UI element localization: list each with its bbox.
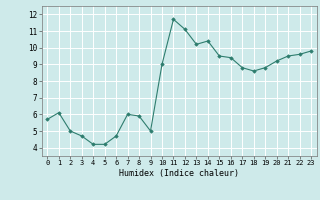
X-axis label: Humidex (Indice chaleur): Humidex (Indice chaleur) — [119, 169, 239, 178]
